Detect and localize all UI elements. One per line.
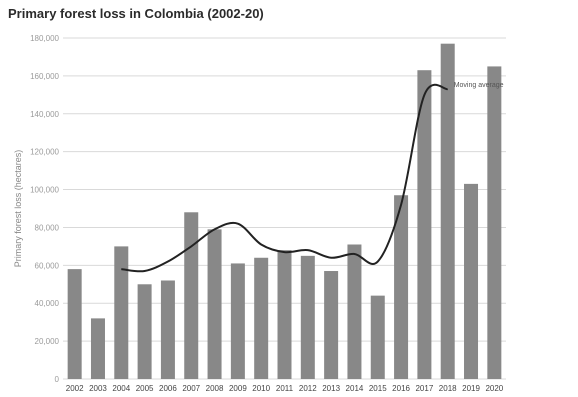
y-tick-label: 20,000	[35, 337, 60, 346]
x-tick-label: 2002	[66, 384, 84, 393]
y-tick-label: 100,000	[30, 186, 59, 195]
bar	[67, 269, 82, 379]
y-tick-label: 140,000	[30, 110, 59, 119]
x-tick-label: 2003	[89, 384, 107, 393]
x-tick-label: 2009	[229, 384, 247, 393]
bar	[347, 244, 362, 379]
bar	[370, 295, 385, 379]
x-tick-label: 2020	[485, 384, 503, 393]
x-tick-label: 2018	[439, 384, 457, 393]
bar	[464, 183, 479, 379]
x-tick-label: 2008	[206, 384, 224, 393]
x-tick-label: 2016	[392, 384, 410, 393]
bar	[137, 284, 152, 379]
y-axis-label: Primary forest loss (hectares)	[13, 150, 23, 268]
x-tick-label: 2017	[415, 384, 433, 393]
x-tick-label: 2015	[369, 384, 387, 393]
y-tick-label: 80,000	[35, 223, 60, 232]
moving-average-label: Moving average	[454, 82, 504, 89]
bar	[254, 257, 269, 379]
bar	[90, 318, 105, 379]
y-tick-label: 160,000	[30, 72, 59, 81]
bar	[417, 70, 432, 379]
bar	[277, 250, 292, 379]
bar	[324, 271, 339, 379]
y-tick-label: 180,000	[30, 34, 59, 43]
moving-average-path	[121, 83, 448, 273]
x-tick-label: 2005	[136, 384, 154, 393]
x-tick-label: 2014	[346, 384, 364, 393]
x-tick-label: 2013	[322, 384, 340, 393]
x-tick-label: 2011	[276, 384, 294, 393]
bar	[114, 246, 129, 379]
x-axis-ticks: 2002 2003 2004 2005 2006 2007 2008 2009 2010 2011…	[66, 384, 504, 393]
x-tick-label: 2019	[462, 384, 480, 393]
bars	[67, 43, 502, 380]
x-tick-label: 2010	[252, 384, 270, 393]
bar	[160, 280, 175, 379]
y-axis-ticks: 0 20,000 40,000 60,000 80,000 100,000 120,000 1…	[30, 34, 59, 384]
bar	[230, 263, 245, 379]
x-tick-label: 2004	[112, 384, 130, 393]
bar	[394, 195, 409, 379]
moving-average-line	[121, 83, 448, 273]
y-tick-label: 0	[55, 375, 60, 384]
bar	[300, 255, 315, 379]
bar	[207, 229, 222, 379]
x-tick-label: 2012	[299, 384, 317, 393]
x-tick-label: 2006	[159, 384, 177, 393]
bar	[184, 212, 199, 379]
y-tick-label: 60,000	[35, 261, 60, 270]
y-tick-label: 40,000	[35, 299, 60, 308]
bar	[487, 66, 502, 380]
y-tick-label: 120,000	[30, 148, 59, 157]
chart-title: Primary forest loss in Colombia (2002-20…	[8, 6, 264, 21]
x-tick-label: 2007	[182, 384, 200, 393]
bar	[440, 43, 455, 379]
